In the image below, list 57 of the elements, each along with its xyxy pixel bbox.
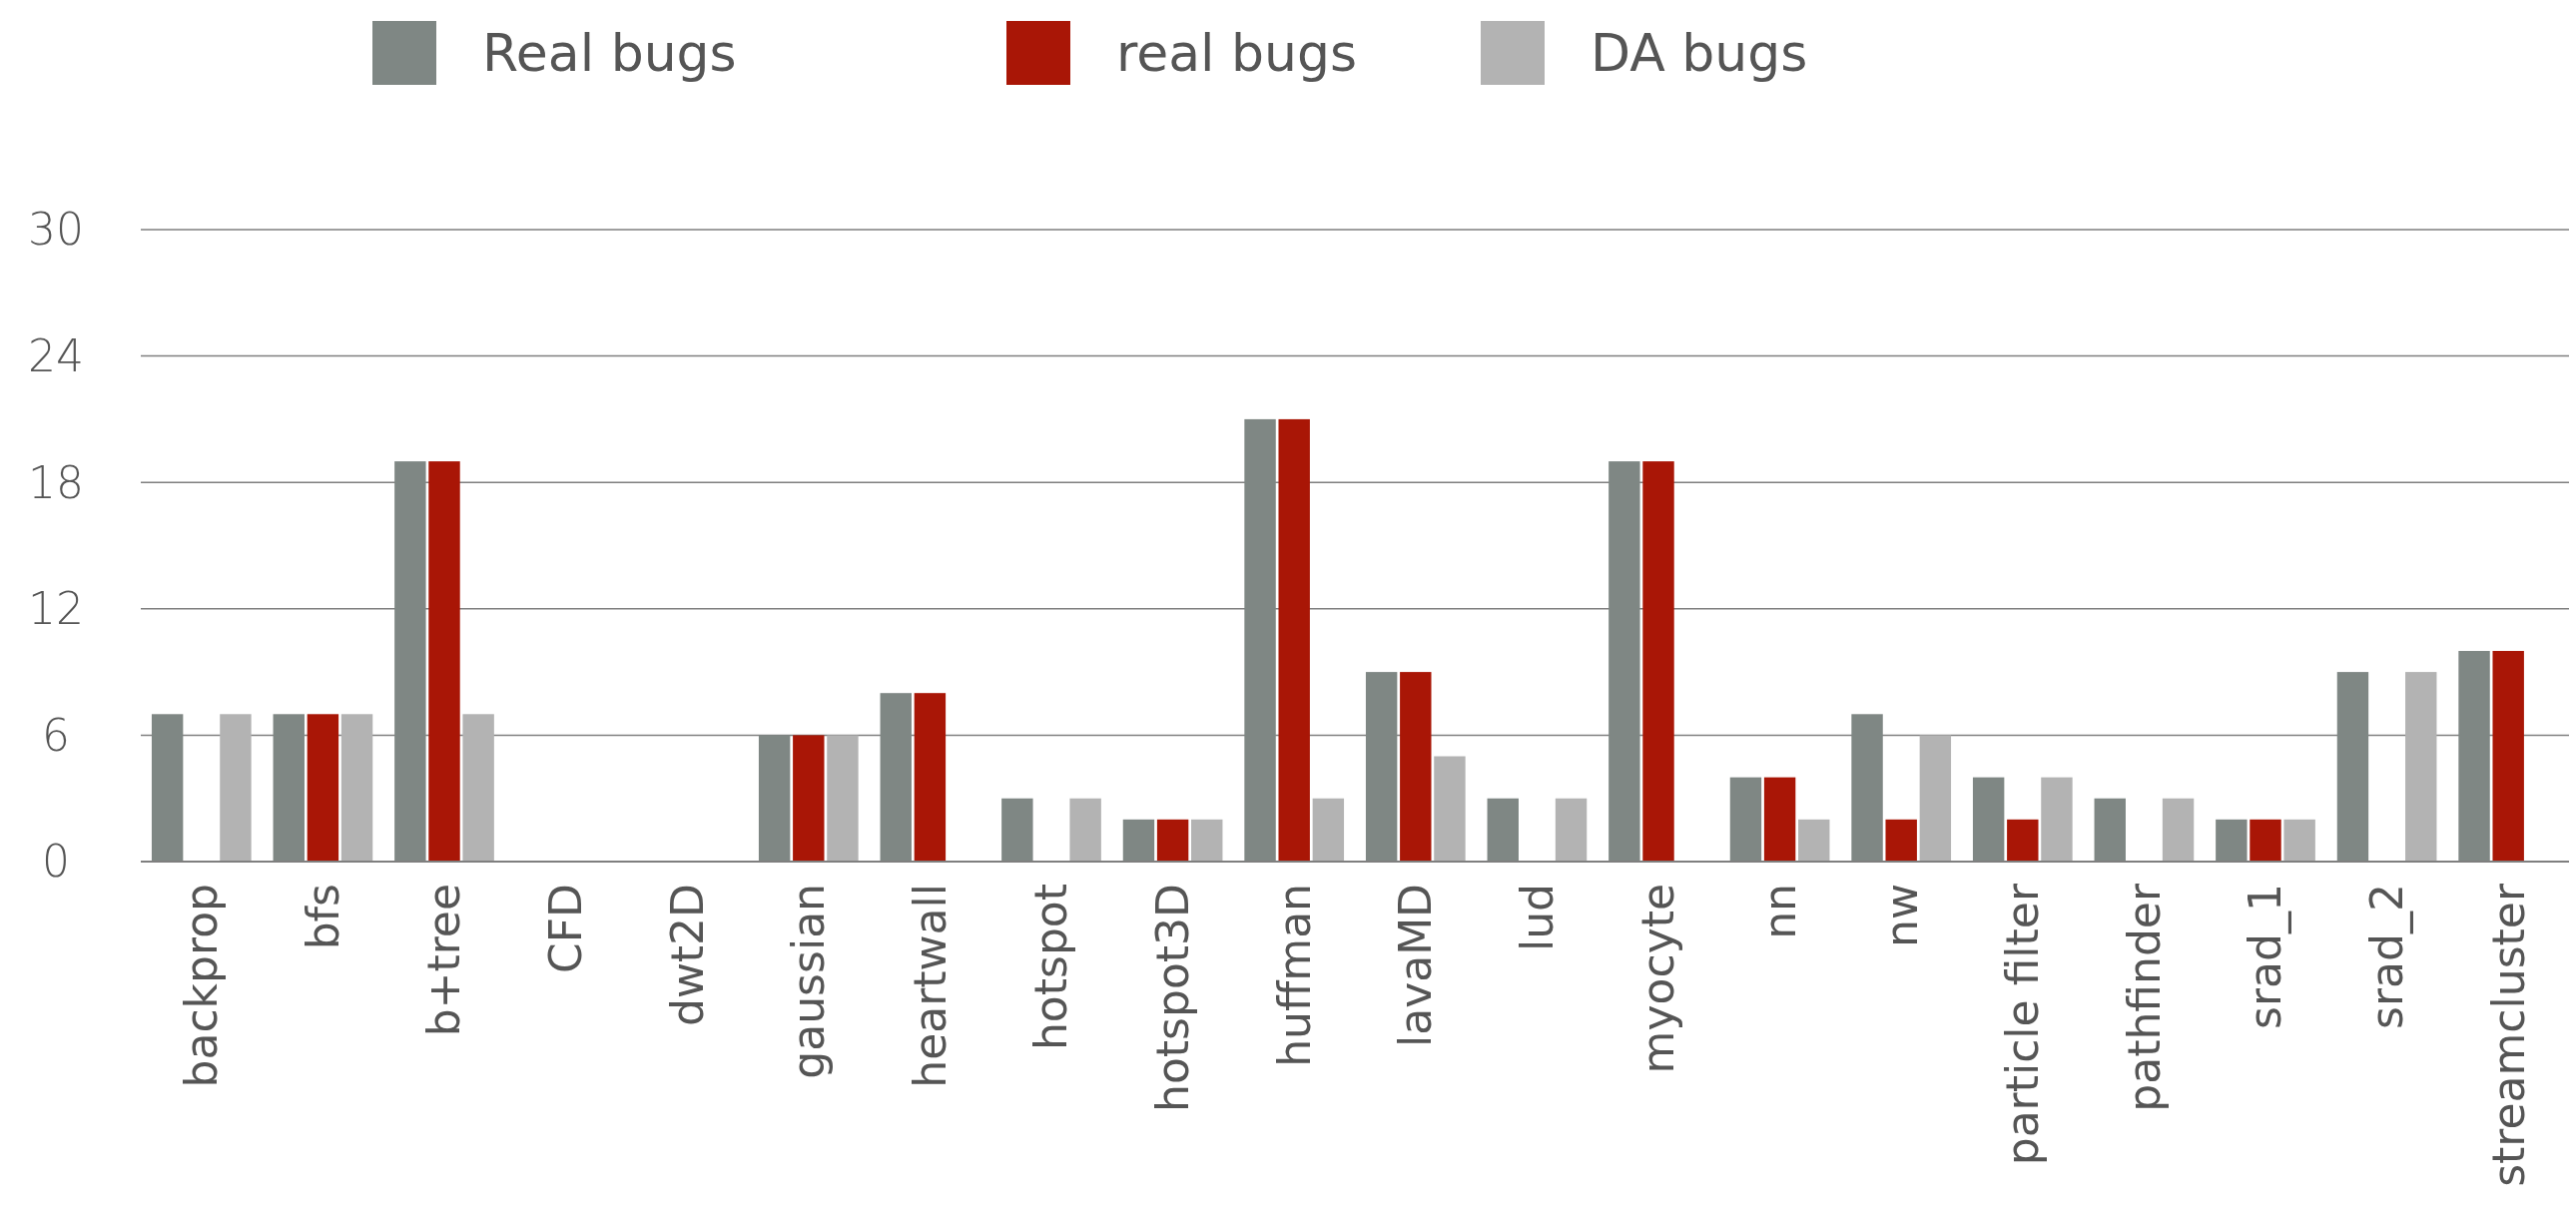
x-tick-label: nw	[1875, 884, 1927, 947]
bar	[1885, 819, 1917, 862]
x-tick-label: myocyte	[1632, 884, 1684, 1074]
x-tick-label: CFD	[540, 884, 591, 973]
x-tick-label: lud	[1511, 884, 1563, 952]
x-tick-label: gaussian	[783, 884, 835, 1079]
bar	[2492, 651, 2524, 862]
x-tick-label: hotspot3D	[1147, 884, 1198, 1112]
y-tick-label: 18	[28, 456, 84, 508]
x-tick-label: lavaMD	[1390, 884, 1442, 1048]
bar	[1191, 819, 1223, 862]
bar	[340, 714, 373, 862]
legend-label: DA bugs	[1591, 23, 1808, 84]
bar	[307, 714, 339, 862]
y-tick-label: 12	[28, 583, 84, 635]
bar	[2283, 819, 2315, 862]
bar	[1156, 819, 1189, 862]
bar	[1069, 798, 1101, 862]
bar	[1312, 798, 1345, 862]
y-tick-label: 24	[28, 330, 84, 381]
x-tick-label: nn	[1754, 884, 1805, 939]
x-tick-label: b+tree	[418, 884, 470, 1037]
bar	[827, 735, 859, 862]
x-tick-label: huffman	[1268, 884, 1320, 1067]
x-tick-label: streamcluster	[2482, 883, 2534, 1187]
bar	[220, 714, 252, 862]
y-tick-label: 30	[28, 204, 84, 256]
x-tick-label: heartwall	[904, 884, 956, 1088]
bar	[2162, 798, 2195, 862]
bar	[1642, 461, 1674, 862]
bar	[914, 693, 947, 862]
bar	[1919, 735, 1952, 862]
bar	[2041, 777, 2073, 862]
bar	[1555, 798, 1588, 862]
x-tick-label: hotspot	[1025, 884, 1077, 1051]
bar	[462, 714, 494, 862]
x-tick-label: backprop	[176, 884, 228, 1088]
y-tick-label: 0	[42, 836, 70, 888]
x-tick-label: srad_2	[2361, 884, 2413, 1029]
bar	[1400, 672, 1432, 862]
bar	[1434, 756, 1466, 862]
y-tick-label: 6	[42, 709, 70, 761]
bar	[1278, 418, 1310, 862]
bar	[428, 461, 460, 862]
x-tick-label: bfs	[297, 884, 348, 950]
legend-label: Real bugs	[482, 23, 737, 84]
bar	[1763, 777, 1796, 862]
x-tick-label: pathfinder	[2118, 883, 2170, 1112]
x-tick-label: particle filter	[1997, 883, 2049, 1166]
legend-label: real bugs	[1116, 23, 1358, 84]
x-tick-label: dwt2D	[661, 884, 713, 1027]
bar	[2405, 672, 2437, 862]
bar	[2007, 819, 2039, 862]
bar	[1798, 819, 1830, 862]
bar	[2250, 819, 2281, 862]
x-tick-label: srad_1	[2240, 884, 2292, 1029]
bar	[793, 735, 825, 862]
